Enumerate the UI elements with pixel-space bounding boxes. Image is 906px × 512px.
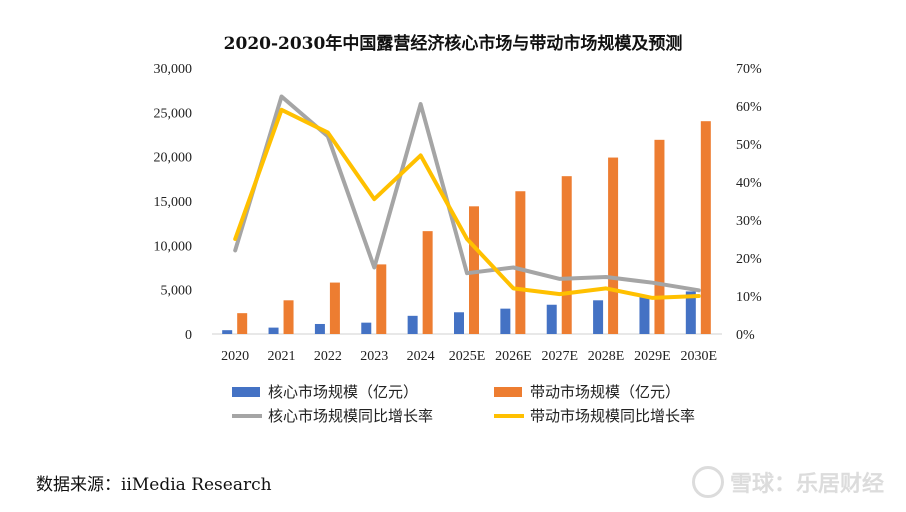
y-left-tick-label: 15,000	[154, 195, 193, 210]
legend-core-market-swatch	[232, 387, 260, 397]
x-tick-label: 2030E	[681, 349, 718, 364]
x-tick-label: 2027E	[541, 349, 578, 364]
bar-core-2024	[407, 315, 418, 334]
bar-core-2030E	[685, 291, 696, 334]
bar-core-2027E	[546, 304, 557, 334]
y-left-tick-label: 10,000	[154, 239, 193, 254]
bar-core-2021	[268, 327, 279, 334]
y-right-tick-label: 20%	[736, 252, 762, 267]
line-driven-growth	[233, 107, 701, 300]
legend-driven-market-label: 带动市场规模（亿元）	[530, 383, 680, 401]
y-left-tick-label: 0	[185, 328, 192, 343]
legend-core-growth-label: 核心市场规模同比增长率	[268, 407, 433, 425]
bar-driven-2023	[376, 264, 387, 334]
bar-driven-2027E	[561, 176, 572, 334]
y-left-tick-label: 25,000	[154, 106, 193, 121]
bar-driven-2021	[283, 300, 294, 334]
bar-driven-2028E	[608, 157, 619, 334]
bar-driven-2020	[237, 313, 248, 334]
chart-axes: 0 5,000 10,000 15,000 20,000 25,000 30,000 0% 10…	[154, 62, 763, 364]
y-right-tick-label: 30%	[736, 214, 762, 229]
bar-driven-2024	[422, 231, 433, 334]
x-tick-label: 2022	[314, 349, 342, 364]
x-tick-label: 2024	[407, 349, 435, 364]
y-left-tick-label: 5,000	[161, 284, 193, 299]
bar-core-2022	[314, 323, 325, 334]
bar-driven-2025E	[469, 206, 479, 334]
bar-core-2023	[361, 322, 372, 334]
y-right-tick-label: 70%	[736, 62, 762, 77]
bar-driven-2030E	[700, 121, 711, 334]
x-tick-label: 2020	[221, 349, 249, 364]
y-right-tick-label: 0%	[736, 328, 755, 343]
x-tick-label: 2029E	[634, 349, 671, 364]
bar-core-2026E	[500, 308, 511, 334]
x-tick-label: 2021	[268, 349, 296, 364]
chart-title: 2020-2030年中国露营经济核心市场与带动市场规模及预测	[224, 33, 683, 54]
x-tick-label: 2025E	[449, 349, 486, 364]
bar-core-2029E	[639, 296, 650, 334]
chart-bars	[222, 121, 711, 334]
watermark-text: 雪球：乐居财经	[729, 472, 884, 497]
source-note: 数据来源：iiMedia Research	[36, 475, 272, 495]
bar-driven-2029E	[654, 139, 665, 334]
y-left-tick-label: 30,000	[154, 62, 193, 77]
y-right-tick-label: 60%	[736, 100, 762, 115]
legend-driven-market-swatch	[494, 387, 522, 397]
bar-driven-2022	[329, 282, 340, 334]
y-left-tick-label: 20,000	[154, 151, 193, 166]
line-core-growth	[233, 94, 701, 293]
legend-core-market-label: 核心市场规模（亿元）	[268, 383, 418, 401]
chart-legend: 核心市场规模（亿元） 带动市场规模（亿元） 核心市场规模同比增长率 带动市场规模同比增…	[232, 383, 695, 425]
y-right-tick-label: 40%	[736, 176, 762, 191]
bar-driven-2026E	[515, 191, 526, 334]
watermark: 雪球：乐居财经	[691, 466, 884, 498]
y-right-tick-label: 50%	[736, 138, 762, 153]
x-tick-label: 2026E	[495, 349, 532, 364]
bar-core-2020	[222, 330, 233, 334]
bar-core-2025E	[454, 312, 464, 334]
chart: 2020-2030年中国露营经济核心市场与带动市场规模及预测 0 5,000 10,…	[154, 33, 763, 425]
snowball-logo-icon	[691, 466, 724, 498]
x-tick-label: 2028E	[588, 349, 625, 364]
chart-lines	[233, 94, 701, 300]
x-tick-label: 2023	[360, 349, 388, 364]
legend-driven-growth-label: 带动市场规模同比增长率	[530, 407, 695, 425]
y-right-tick-label: 10%	[736, 290, 762, 305]
bar-core-2028E	[593, 300, 604, 334]
